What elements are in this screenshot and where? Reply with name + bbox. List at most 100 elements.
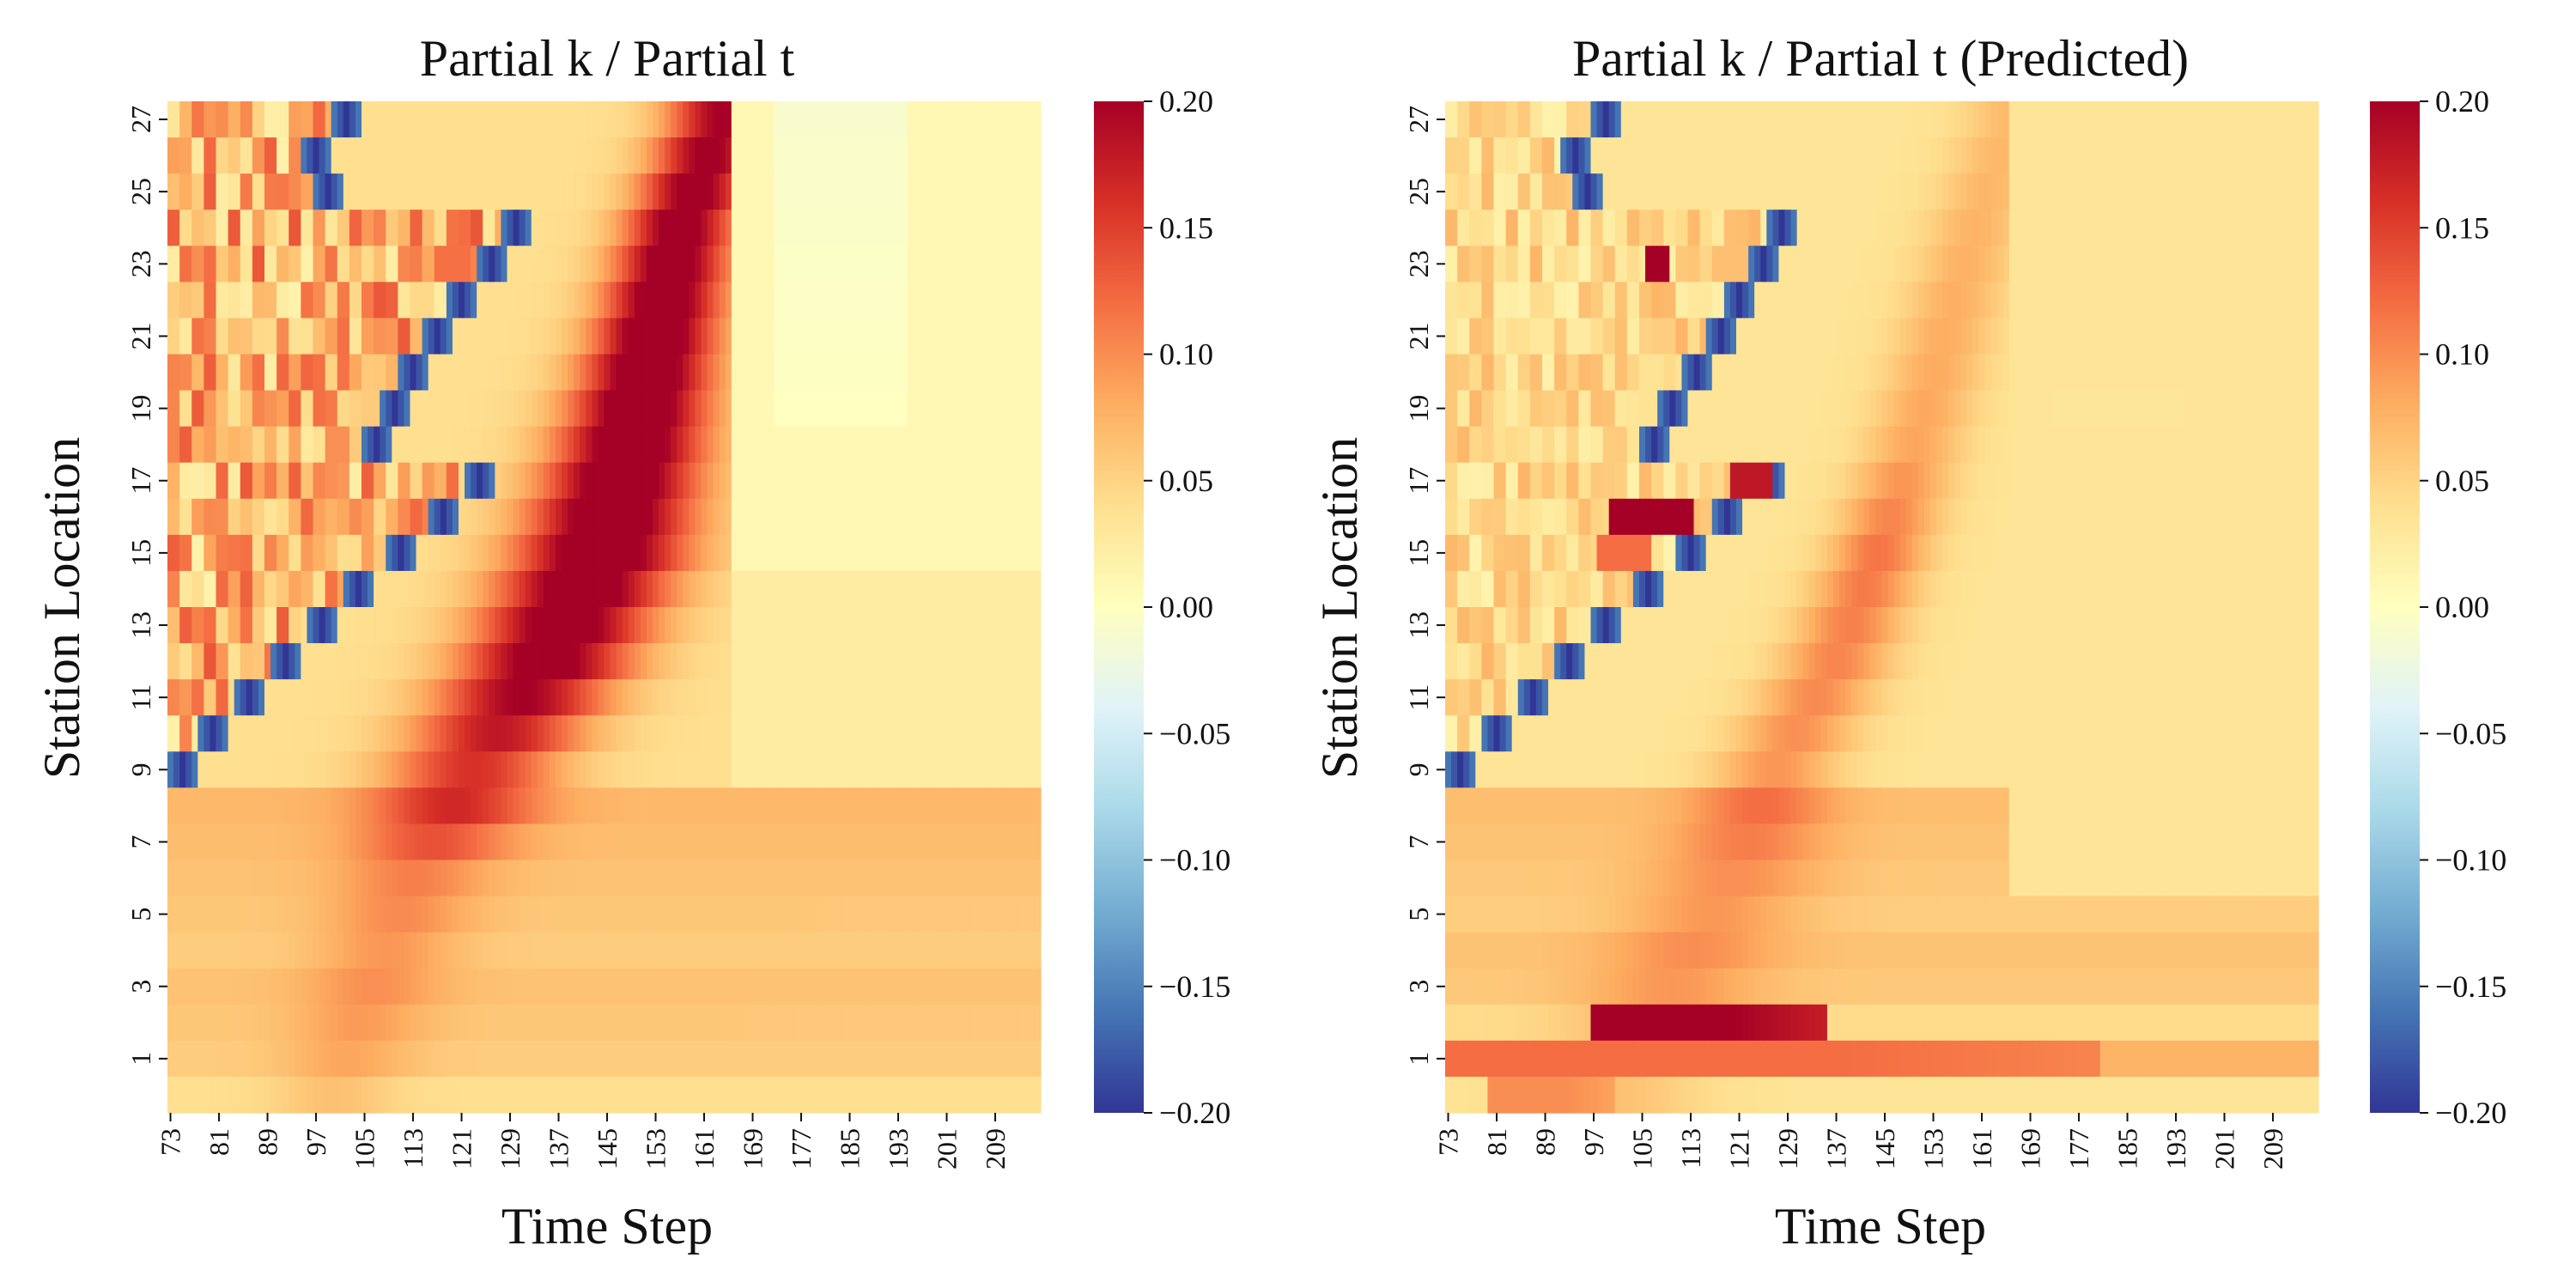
heatmap-cell xyxy=(665,137,671,174)
heatmap-cell xyxy=(343,137,350,174)
heatmap-cell xyxy=(665,896,671,933)
heatmap-cell xyxy=(937,787,945,825)
heatmap-cell xyxy=(549,173,556,210)
heatmap-cell xyxy=(465,643,471,680)
heatmap-cell xyxy=(628,860,635,897)
heatmap-cell xyxy=(459,137,465,174)
heatmap-cell xyxy=(191,715,198,752)
heatmap-cell xyxy=(252,932,259,969)
heatmap-cell xyxy=(604,715,611,752)
heatmap-cell xyxy=(222,498,229,536)
heatmap-cell xyxy=(471,607,477,644)
heatmap-cell xyxy=(756,534,762,572)
heatmap-cell xyxy=(283,210,289,246)
heatmap-cell xyxy=(1736,101,1743,138)
heatmap-cell xyxy=(586,426,592,464)
heatmap-cell xyxy=(695,1004,702,1042)
y-tick-label: 7 xyxy=(125,835,156,848)
heatmap-cell xyxy=(1657,246,1664,283)
heatmap-cell xyxy=(665,318,671,355)
heatmap-cell xyxy=(210,715,217,752)
heatmap-cell xyxy=(883,462,890,500)
heatmap-cell xyxy=(774,498,781,536)
heatmap-cell xyxy=(762,462,769,500)
heatmap-cell xyxy=(428,390,435,428)
heatmap-cell xyxy=(349,860,356,897)
heatmap-cell xyxy=(2184,246,2192,283)
heatmap-cell xyxy=(507,498,514,536)
heatmap-cell xyxy=(2172,101,2180,138)
heatmap-cell xyxy=(646,246,653,283)
heatmap-cell xyxy=(276,607,283,644)
heatmap-cell xyxy=(331,932,338,969)
heatmap-cell xyxy=(1499,101,1507,138)
heatmap-cell xyxy=(798,1004,805,1042)
heatmap-cell xyxy=(422,318,429,355)
heatmap-cell xyxy=(937,1076,945,1114)
heatmap-cell xyxy=(756,1004,762,1042)
heatmap-cell xyxy=(574,607,580,644)
heatmap-cell xyxy=(562,679,568,716)
heatmap-cell xyxy=(743,426,750,464)
heatmap-cell xyxy=(1857,282,1864,319)
heatmap-cell xyxy=(234,210,241,246)
heatmap-cell xyxy=(525,137,532,174)
heatmap-cell xyxy=(434,318,441,355)
heatmap-cell xyxy=(604,1076,611,1114)
heatmap-cell xyxy=(1851,101,1858,138)
heatmap-cell xyxy=(853,715,860,752)
heatmap-cell xyxy=(295,137,301,174)
heatmap-cell xyxy=(919,390,927,428)
heatmap-cell xyxy=(895,896,902,933)
heatmap-cell xyxy=(828,570,835,608)
heatmap-cell xyxy=(191,860,198,897)
heatmap-cell xyxy=(392,932,398,969)
heatmap-cell xyxy=(2057,101,2064,138)
heatmap-cell xyxy=(519,1004,526,1042)
y-tick-label: 27 xyxy=(125,106,156,133)
heatmap-cell xyxy=(507,751,514,788)
heatmap-cell xyxy=(331,787,338,825)
heatmap-cell xyxy=(301,896,308,933)
heatmap-cell xyxy=(1742,210,1749,246)
heatmap-cell xyxy=(1016,390,1024,428)
heatmap-cell xyxy=(2093,282,2101,319)
heatmap-cell xyxy=(822,282,829,319)
heatmap-cell xyxy=(173,173,180,210)
heatmap-cell xyxy=(1626,246,1634,283)
heatmap-cell xyxy=(1820,210,1828,246)
heatmap-cell xyxy=(525,823,532,861)
heatmap-cell xyxy=(834,607,841,644)
heatmap-cell xyxy=(889,318,896,355)
heatmap-cell xyxy=(185,534,192,572)
heatmap-cell xyxy=(616,137,623,174)
heatmap-cell xyxy=(665,426,671,464)
heatmap-cell xyxy=(883,498,890,536)
heatmap-cell xyxy=(689,1076,696,1114)
heatmap-cell xyxy=(828,1076,835,1114)
heatmap-cell xyxy=(234,246,241,283)
heatmap-cell xyxy=(556,896,562,933)
heatmap-cell xyxy=(216,896,223,933)
heatmap-cell xyxy=(483,932,489,969)
heatmap-cell xyxy=(750,968,756,1005)
heatmap-cell xyxy=(707,498,714,536)
heatmap-cell xyxy=(1016,643,1024,680)
heatmap-cell xyxy=(604,498,611,536)
heatmap-cell xyxy=(179,751,186,788)
heatmap-cell xyxy=(956,534,963,572)
heatmap-cell xyxy=(834,137,841,174)
heatmap-cell xyxy=(337,1040,344,1078)
heatmap-cell xyxy=(786,426,793,464)
heatmap-cell xyxy=(913,1076,920,1114)
heatmap-cell xyxy=(944,751,951,788)
heatmap-cell xyxy=(246,932,253,969)
heatmap-cell xyxy=(580,787,586,825)
heatmap-cell xyxy=(586,354,592,392)
heatmap-cell xyxy=(398,246,405,283)
heatmap-cell xyxy=(671,498,677,536)
heatmap-cell xyxy=(2027,173,2034,210)
heatmap-cell xyxy=(222,860,229,897)
heatmap-cell xyxy=(871,823,878,861)
heatmap-cell xyxy=(477,787,483,825)
